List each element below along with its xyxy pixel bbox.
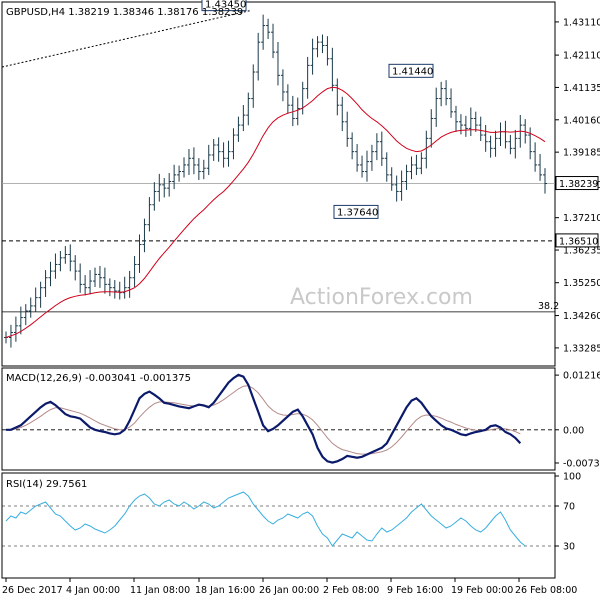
rsi-y-tick-label: 30 (563, 542, 575, 553)
price-annotation-box (201, 0, 247, 12)
support-level-box (555, 233, 599, 248)
price-y-tick-label: 1.43110 (563, 17, 600, 28)
macd-y-tick-label: -0.007384 (563, 458, 600, 469)
price-y-tick-label: 1.42110 (563, 51, 600, 62)
x-axis-tick-label: 11 Jan 08:00 (130, 585, 190, 596)
rsi-panel-title: RSI(14) 29.7561 (6, 479, 87, 490)
rsi-panel-frame (1, 472, 556, 579)
rsi-y-tick-label: 100 (563, 472, 581, 483)
price-y-tick-label: 1.36235 (563, 246, 600, 257)
x-axis-tick-label: 2 Feb 08:00 (323, 585, 379, 596)
price-chart: 1.43110 1.42110 1.41135 1.40160 1.39185 1.382… (1, 0, 600, 354)
watermark: ActionForex.com (290, 285, 473, 310)
x-axis-tick-label: 19 Feb 00:00 (451, 585, 513, 596)
price-annotation-box (388, 63, 434, 78)
price-annotation-label: 1.41440 (392, 66, 433, 77)
support-level-label: 1.36510 (559, 236, 598, 247)
fib-38-label: 38.2 (538, 301, 559, 312)
price-annotation-label: 1.43450 (205, 0, 246, 11)
x-axis: 26 Dec 2017 4 Jan 00:00 11 Jan 08:00 18 Jan… (2, 578, 577, 596)
rsi-y-tick-label: 70 (563, 502, 575, 513)
price-y-tick-label: 1.35250 (563, 278, 600, 289)
price-y-tick-label: 1.39185 (563, 148, 600, 159)
price-y-tick-label: 1.33285 (563, 343, 600, 354)
macd-panel-title: MACD(12,26,9) -0.003041 -0.001375 (6, 373, 191, 384)
x-axis-tick-label: 26 Feb 08:00 (515, 585, 577, 596)
x-axis-tick-label: 4 Jan 00:00 (66, 585, 120, 596)
macd-signal-line (6, 385, 521, 455)
rsi-chart: 100 70 30 (2, 472, 581, 553)
price-y-tick-label: 1.37210 (563, 213, 600, 224)
macd-line (6, 373, 522, 464)
price-annotation-label: 1.37640 (337, 207, 378, 218)
x-axis-tick-label: 26 Jan 00:00 (259, 585, 319, 596)
price-y-tick-label: 1.41135 (563, 83, 600, 94)
x-axis-tick-label: 9 Feb 16:00 (387, 585, 443, 596)
x-axis-tick-label: 18 Jan 16:00 (195, 585, 255, 596)
x-axis-tick-label: 26 Dec 2017 (2, 585, 63, 596)
current-price-box (555, 176, 599, 191)
price-y-tick-label: 1.40160 (563, 115, 600, 126)
price-y-tick-label: 1.34260 (563, 311, 600, 322)
current-price-label: 1.38239 (559, 179, 598, 190)
price-panel-title: GBPUSD,H4 1.38219 1.38346 1.38176 1.3823… (6, 7, 243, 18)
price-annotation-box (333, 204, 379, 219)
macd-panel-frame (1, 367, 556, 471)
macd-y-tick-label: 0.012164 (563, 371, 600, 382)
macd-y-tick-label: 0.00 (563, 425, 584, 436)
moving-average-line (5, 86, 546, 338)
macd-chart: 0.012164 0.00 -0.007384 (2, 371, 600, 469)
rsi-line (5, 491, 526, 547)
price-panel-frame (1, 1, 556, 367)
